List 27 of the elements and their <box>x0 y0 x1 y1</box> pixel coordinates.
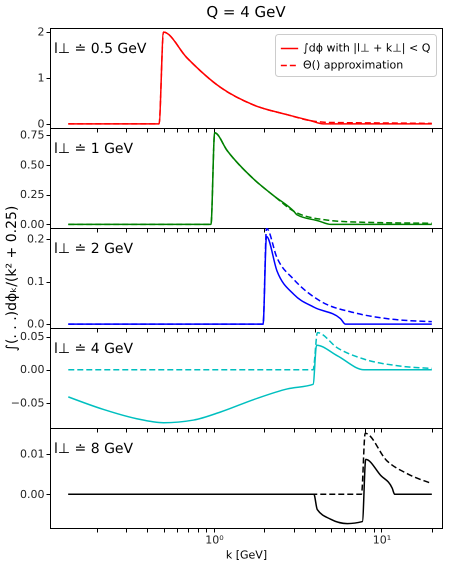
y-tick-label: 0.00 <box>20 488 44 501</box>
legend-label: ∫dϕ with |l⊥ + k⊥| < Q <box>303 42 431 54</box>
x-tick-label: 10⁰ <box>205 534 224 546</box>
y-tick-label: 0.00 <box>20 218 44 231</box>
annotation: l⊥ ≐ 4 GeV <box>54 341 134 357</box>
y-tick-label: −0.05 <box>10 396 44 410</box>
y-tick-label: 2 <box>38 26 44 39</box>
x-tick-label: 10¹ <box>372 534 392 546</box>
legend-label: Θ() approximation <box>303 58 404 72</box>
annotation: l⊥ ≐ 2 GeV <box>54 241 134 257</box>
y-tick-label: 0.50 <box>20 158 44 172</box>
y-tick-label: 0.2 <box>27 232 44 246</box>
annotation: l⊥ ≐ 8 GeV <box>54 441 134 457</box>
annotation: l⊥ ≐ 0.5 GeV <box>54 41 147 57</box>
chart-title: Q = 4 GeV <box>206 3 286 22</box>
y-tick-label: 0.0 <box>27 318 44 331</box>
x-axis-title: k [GeV] <box>226 548 268 562</box>
annotation: l⊥ ≐ 1 GeV <box>54 141 134 157</box>
y-tick-label: 0.25 <box>20 188 44 202</box>
y-tick-label: 0 <box>38 117 44 130</box>
y-tick-label: 0.75 <box>20 128 44 142</box>
y-tick-label: 1 <box>38 72 44 84</box>
y-tick-label: 0.1 <box>27 275 44 288</box>
y-axis-title: ∫(. . .)dϕₖ/(k² + 0.25) <box>4 206 20 352</box>
y-tick-label: 0.01 <box>20 448 44 461</box>
y-tick-label: 0.05 <box>20 330 44 344</box>
y-tick-label: 0.00 <box>20 363 44 376</box>
